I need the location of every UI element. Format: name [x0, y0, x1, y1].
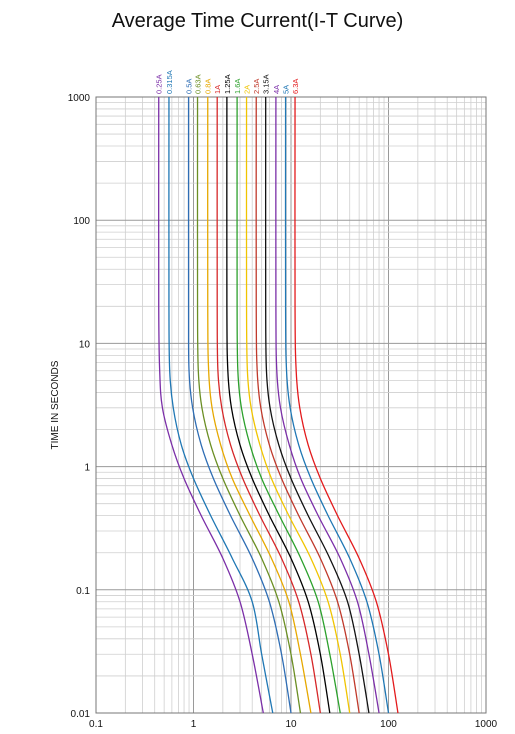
series-label: 4A: [272, 85, 281, 94]
series-label: 0.315A: [165, 70, 174, 94]
chart-title: Average Time Current(I-T Curve): [111, 10, 404, 32]
series-line: [275, 96, 380, 714]
y-tick-label: 1000: [68, 93, 91, 104]
series-line: [158, 96, 264, 714]
series-label: 0.8A: [204, 79, 213, 94]
series-line: [207, 96, 312, 714]
series-label: 5A: [282, 85, 291, 94]
series-line: [294, 96, 399, 714]
series-line: [284, 96, 390, 714]
series-label: 1.6A: [233, 79, 242, 94]
series-line: [236, 96, 341, 714]
series-label: 6.3A: [291, 79, 300, 94]
series-label: 1A: [213, 85, 222, 94]
series-label: 0.25A: [155, 74, 164, 94]
series-line: [196, 96, 302, 714]
x-tick-label: 10: [285, 719, 297, 730]
series-line: [168, 96, 274, 714]
x-tick-label: 0.1: [89, 719, 103, 730]
series-label: 2.5A: [252, 79, 261, 94]
y-tick-label: 0.1: [76, 586, 90, 597]
y-tick-label: 0.01: [71, 709, 91, 720]
series-label: 0.5A: [185, 79, 194, 94]
x-tick-label: 100: [380, 719, 397, 730]
series-line: [226, 96, 331, 714]
x-tick-label: 1: [191, 719, 197, 730]
series-label: 1.25A: [223, 74, 232, 94]
series-label: 3.15A: [262, 74, 271, 94]
label-layer: 0.25A 0.315A 0.5A 0.63A 0.8A 1A 1.25A 1.6A 2A 2.5…: [155, 70, 300, 94]
series-label: 2A: [243, 85, 252, 94]
series-line: [264, 96, 370, 714]
series-line: [216, 96, 321, 714]
series-layer: [158, 96, 399, 714]
y-tick-label: 100: [73, 216, 90, 227]
x-tick-label: 1000: [475, 719, 498, 730]
series-line: [255, 96, 360, 714]
y-axis-label: TIME IN SECONDS: [50, 360, 61, 449]
grid-layer: [95, 96, 487, 714]
y-tick-label: 1: [84, 463, 90, 474]
series-line: [245, 96, 351, 714]
series-label: 0.63A: [194, 74, 203, 94]
series-line: [187, 96, 292, 714]
y-tick-label: 10: [79, 339, 91, 350]
